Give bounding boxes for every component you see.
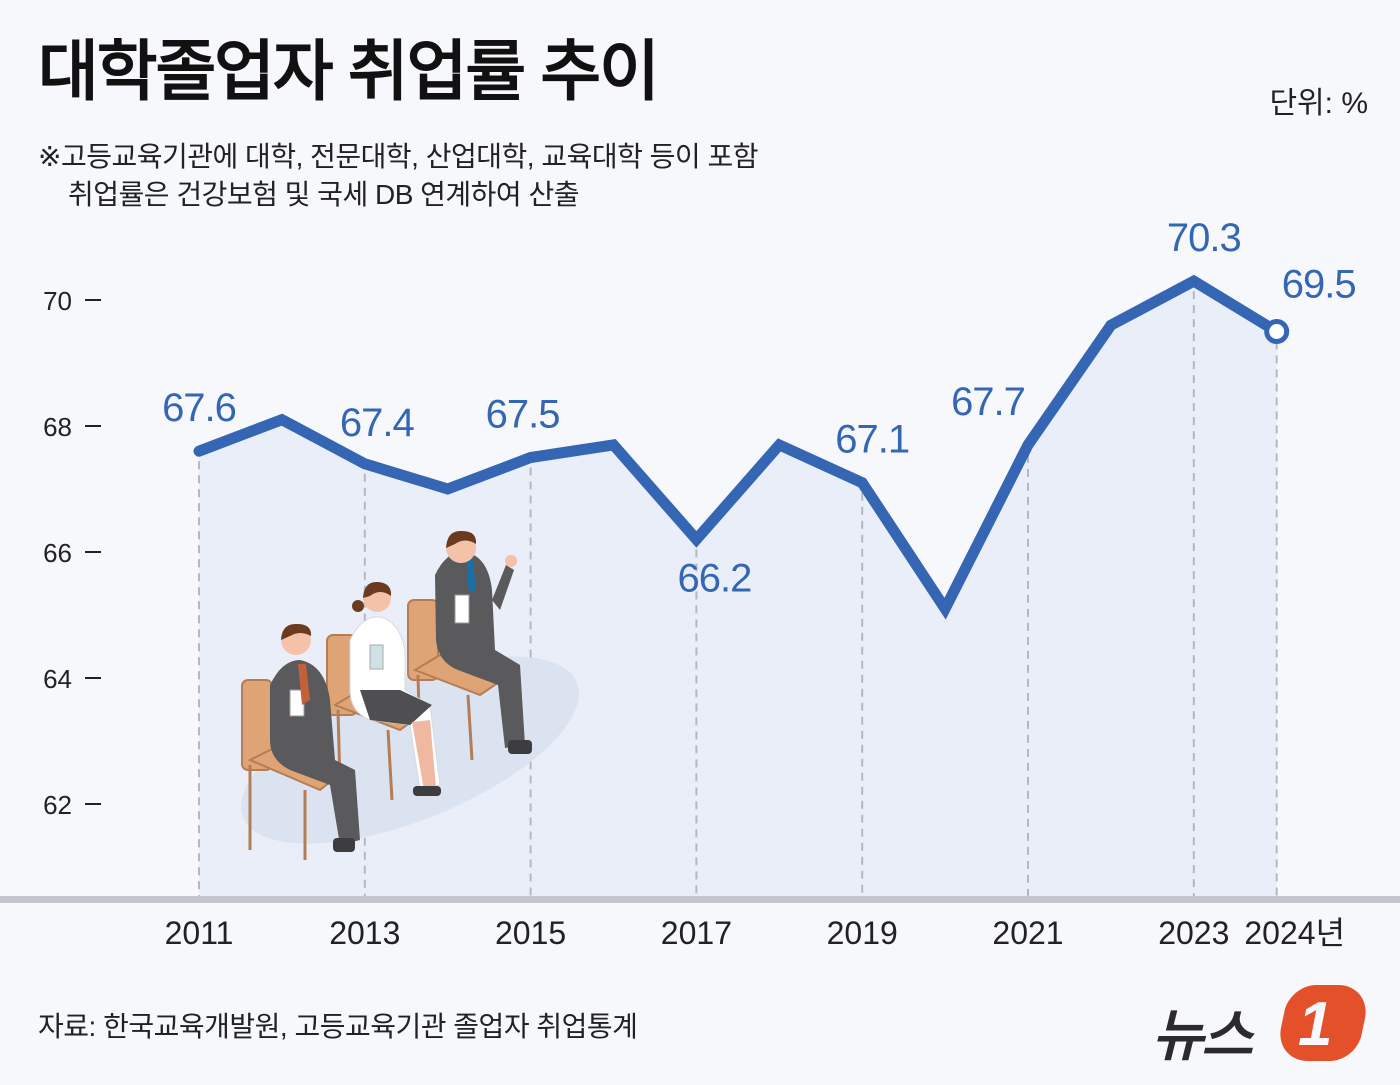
data-point-label: 67.1 — [835, 418, 909, 462]
data-point-label: 67.5 — [486, 393, 560, 437]
x-tick-label: 2019 — [827, 915, 898, 951]
x-tick-label: 2021 — [992, 915, 1063, 951]
x-tick-label: 2017 — [661, 915, 732, 951]
logo-one-mark: 1 — [1298, 990, 1333, 1059]
note-line-1: ※고등교육기관에 대학, 전문대학, 산업대학, 교육대학 등이 포함 — [38, 141, 758, 172]
y-tick-label: 62 — [43, 790, 72, 820]
x-axis: 2011 2013 2015 2017 2019 2021 2023 2024년 — [165, 915, 1345, 951]
chart-title: 대학졸업자 취업률 추이 — [38, 34, 660, 108]
last-point-marker — [1264, 319, 1290, 344]
x-tick-label: 2015 — [495, 915, 566, 951]
y-tick-label: 66 — [43, 538, 72, 568]
data-line — [193, 274, 1283, 620]
x-tick-label: 2024년 — [1244, 915, 1345, 951]
data-point-label: 67.7 — [951, 380, 1025, 424]
y-axis: 62 64 66 68 70 — [43, 286, 101, 820]
x-tick-label: 2013 — [329, 915, 400, 951]
data-labels: 67.6 67.4 67.5 66.2 67.1 67.7 70.3 69.5 — [162, 216, 1357, 600]
y-tick-label: 64 — [43, 664, 72, 694]
source-credit: 자료: 한국교육개발원, 고등교육기관 졸업자 취업통계 — [38, 1011, 638, 1042]
x-tick-label: 2011 — [165, 915, 234, 951]
chart-note: ※고등교육기관에 대학, 전문대학, 산업대학, 교육대학 등이 포함 취업률은… — [38, 138, 758, 214]
data-point-label: 70.3 — [1167, 216, 1241, 260]
unit-label: 단위: % — [1269, 87, 1368, 120]
data-point-label: 69.5 — [1282, 263, 1356, 307]
news1-logo: 뉴스 1 — [1152, 985, 1373, 1067]
y-tick-label: 70 — [43, 286, 72, 316]
x-axis-baseline — [0, 896, 1400, 903]
note-line-2: 취업률은 건강보험 및 국세 DB 연계하여 산출 — [68, 179, 579, 210]
job-seekers-illustration — [241, 530, 579, 860]
logo-wordmark: 뉴스 — [1152, 1004, 1253, 1067]
data-point-label: 66.2 — [677, 556, 751, 600]
y-tick-label: 68 — [43, 412, 72, 442]
data-point-label: 67.6 — [162, 386, 236, 430]
data-point-label: 67.4 — [340, 401, 415, 445]
x-tick-label: 2023 — [1158, 915, 1229, 951]
